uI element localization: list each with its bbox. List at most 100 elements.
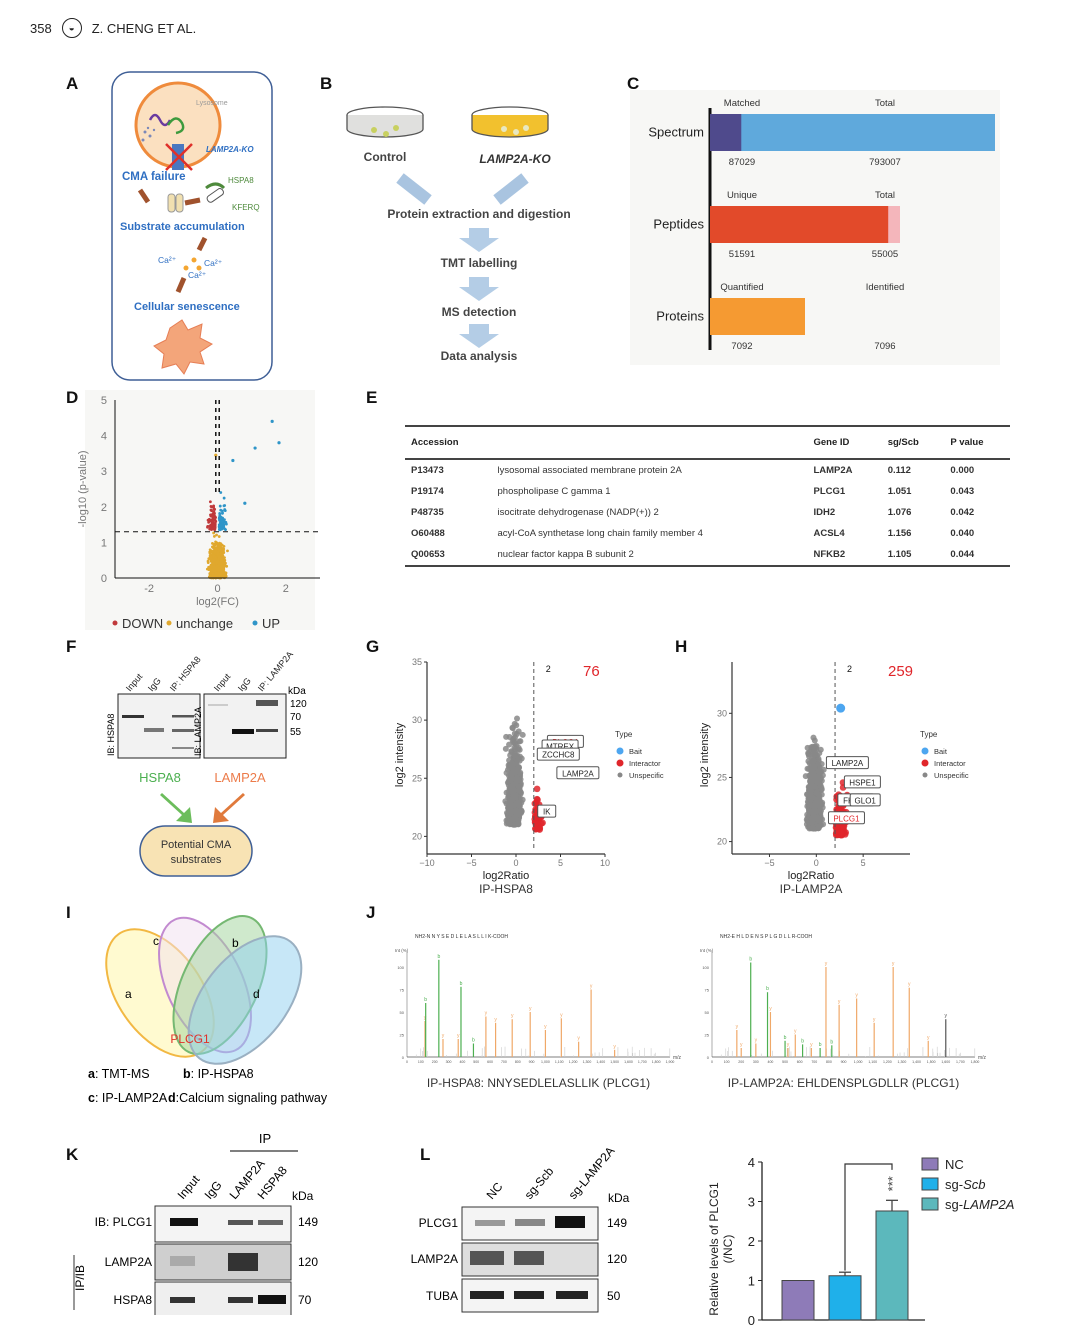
point-unspecific	[813, 789, 820, 796]
ca-label: Ca²⁺	[188, 270, 207, 280]
panel-label-b: B	[320, 74, 333, 93]
point-unchange	[210, 549, 214, 553]
table-cell: 0.112	[887, 465, 911, 476]
table-row: P19174 phospholipase C gamma 1 PLCG1 1.051 0…	[405, 481, 1010, 502]
kda-value: 149	[298, 1215, 318, 1229]
point-unspecific	[815, 824, 822, 831]
y-tick-label: 5	[101, 395, 107, 407]
ip-label: IP	[259, 1131, 271, 1146]
panel-label-g: G	[366, 637, 380, 656]
arrow-icon	[459, 324, 499, 348]
y-tick-label: 30	[412, 715, 422, 725]
spectrum-caption: IP-HSPA8: NNYSEDLELASLLIK (PLCG1)	[427, 1076, 650, 1090]
legend-marker	[112, 620, 118, 626]
point-interactor	[832, 824, 840, 831]
panel-i-venn: a b c d PLCG1 a: TMT-MS b: IP-HSPA8 c: I…	[88, 915, 328, 1105]
point-unspecific	[818, 786, 825, 793]
point-unspecific	[810, 751, 817, 758]
table-cell: NFKB2	[807, 544, 882, 567]
ion-label: y	[838, 999, 841, 1005]
point-unspecific	[515, 817, 522, 824]
venn-legend-d: d:Calcium signaling pathway	[168, 1091, 328, 1105]
x-tick-label: 5	[861, 858, 866, 868]
row-label: TUBA	[426, 1289, 458, 1303]
y-tick-label: 75	[400, 988, 405, 993]
table-cell: 1.051	[887, 486, 912, 497]
point-up	[223, 518, 226, 522]
y-tick-label: 1	[101, 537, 107, 549]
x-unit-label: m/z	[978, 1055, 987, 1061]
table-cell: isocitrate dehydrogenase (NADP(+)) 2	[497, 507, 659, 518]
point-down	[212, 515, 216, 519]
point-unchange	[213, 550, 217, 554]
ion-label: b	[784, 1035, 787, 1041]
point-unspecific	[816, 800, 823, 807]
y-axis-label: -log10 (p-value)	[77, 450, 89, 527]
ion-label: y	[590, 984, 593, 990]
ion-label: y	[457, 1033, 460, 1039]
table-cell: Q00653	[405, 544, 492, 567]
x-tick-label: 0	[214, 583, 220, 595]
x-tick-label: 0	[513, 858, 518, 868]
ion-label: y	[787, 1042, 790, 1048]
point-unchange	[223, 558, 227, 562]
x-tick-label: 1,400	[912, 1060, 921, 1064]
table-cell: 1.105	[881, 544, 945, 567]
y-tick-label: 25	[705, 1033, 710, 1038]
panel-j-left-spectrum: NH2-N N Y S E D L E L A S L L I K-COOH In…	[395, 934, 682, 1090]
ion-label: y	[442, 1033, 445, 1039]
panel-e-table: Accession Gene ID sg/Scb P value P13473 lyso…	[405, 425, 1010, 567]
gene-label-box	[827, 811, 865, 825]
y-tick-label: 0	[707, 1055, 710, 1060]
series-label: Total	[875, 190, 895, 201]
point-down	[212, 525, 216, 529]
x-unit-label: m/z	[673, 1055, 682, 1061]
significance-bracket	[844, 1163, 893, 1271]
point-down	[209, 513, 213, 517]
threshold-label: 2	[847, 664, 852, 674]
ion-label: y	[810, 1042, 813, 1048]
ion-label: b	[424, 997, 427, 1003]
lane-label: Input	[212, 671, 233, 693]
point-unspecific	[507, 798, 514, 805]
legend-marker	[616, 759, 624, 767]
point-bait	[836, 703, 846, 713]
point-unspecific	[510, 786, 517, 793]
y-axis-label: log2 intensity	[699, 722, 711, 787]
table-row: Q00653 nuclear factor kappa B subunit 2 NF…	[405, 544, 1010, 567]
series-label: Total	[875, 98, 895, 109]
point-unspecific	[509, 808, 516, 815]
series-label: Quantified	[720, 282, 763, 293]
y-axis-label: (/NC)	[721, 1235, 735, 1264]
lane-label: IgG	[202, 1178, 225, 1202]
table-cell: 0.040	[950, 528, 975, 539]
y-axis-label: Relative levels of PLCG1	[707, 1182, 721, 1316]
value-label: 793007	[869, 157, 901, 168]
gene-label: PLCG1	[833, 814, 860, 823]
table-cell: acyl-CoA synthetase long chain family me…	[497, 528, 703, 539]
point-unchange	[206, 561, 210, 565]
legend-label: sg-LAMP2A	[945, 1197, 1014, 1212]
point-unchange	[215, 533, 218, 537]
point-unchange	[217, 535, 221, 538]
gene-label: MTREX	[546, 743, 575, 752]
workflow-step: TMT labelling	[441, 256, 518, 270]
panel-label-k: K	[66, 1145, 79, 1164]
point-unchange	[212, 531, 216, 535]
gene-label-box	[825, 756, 869, 770]
point-unspecific	[514, 715, 521, 722]
y-tick-label: 25	[412, 773, 422, 783]
panel-label-d: D	[66, 388, 79, 407]
point-unchange	[221, 555, 225, 559]
x-tick-label: −10	[419, 858, 434, 868]
point-unspecific	[814, 815, 821, 822]
table-row: P13473 lysosomal associated membrane prot…	[405, 459, 1010, 481]
x-tick-label: 10	[600, 858, 610, 868]
point-unspecific	[806, 753, 813, 760]
legend-swatch	[921, 1197, 939, 1211]
panel-k-blots: IP Input IgG LAMP2A HSPA8 kDa IB: PLCG1 …	[73, 1131, 318, 1315]
point-unchange	[217, 562, 221, 566]
table-cell: 1.076	[887, 507, 912, 518]
kda-value: 70	[298, 1293, 312, 1307]
point-unspecific	[806, 760, 813, 767]
